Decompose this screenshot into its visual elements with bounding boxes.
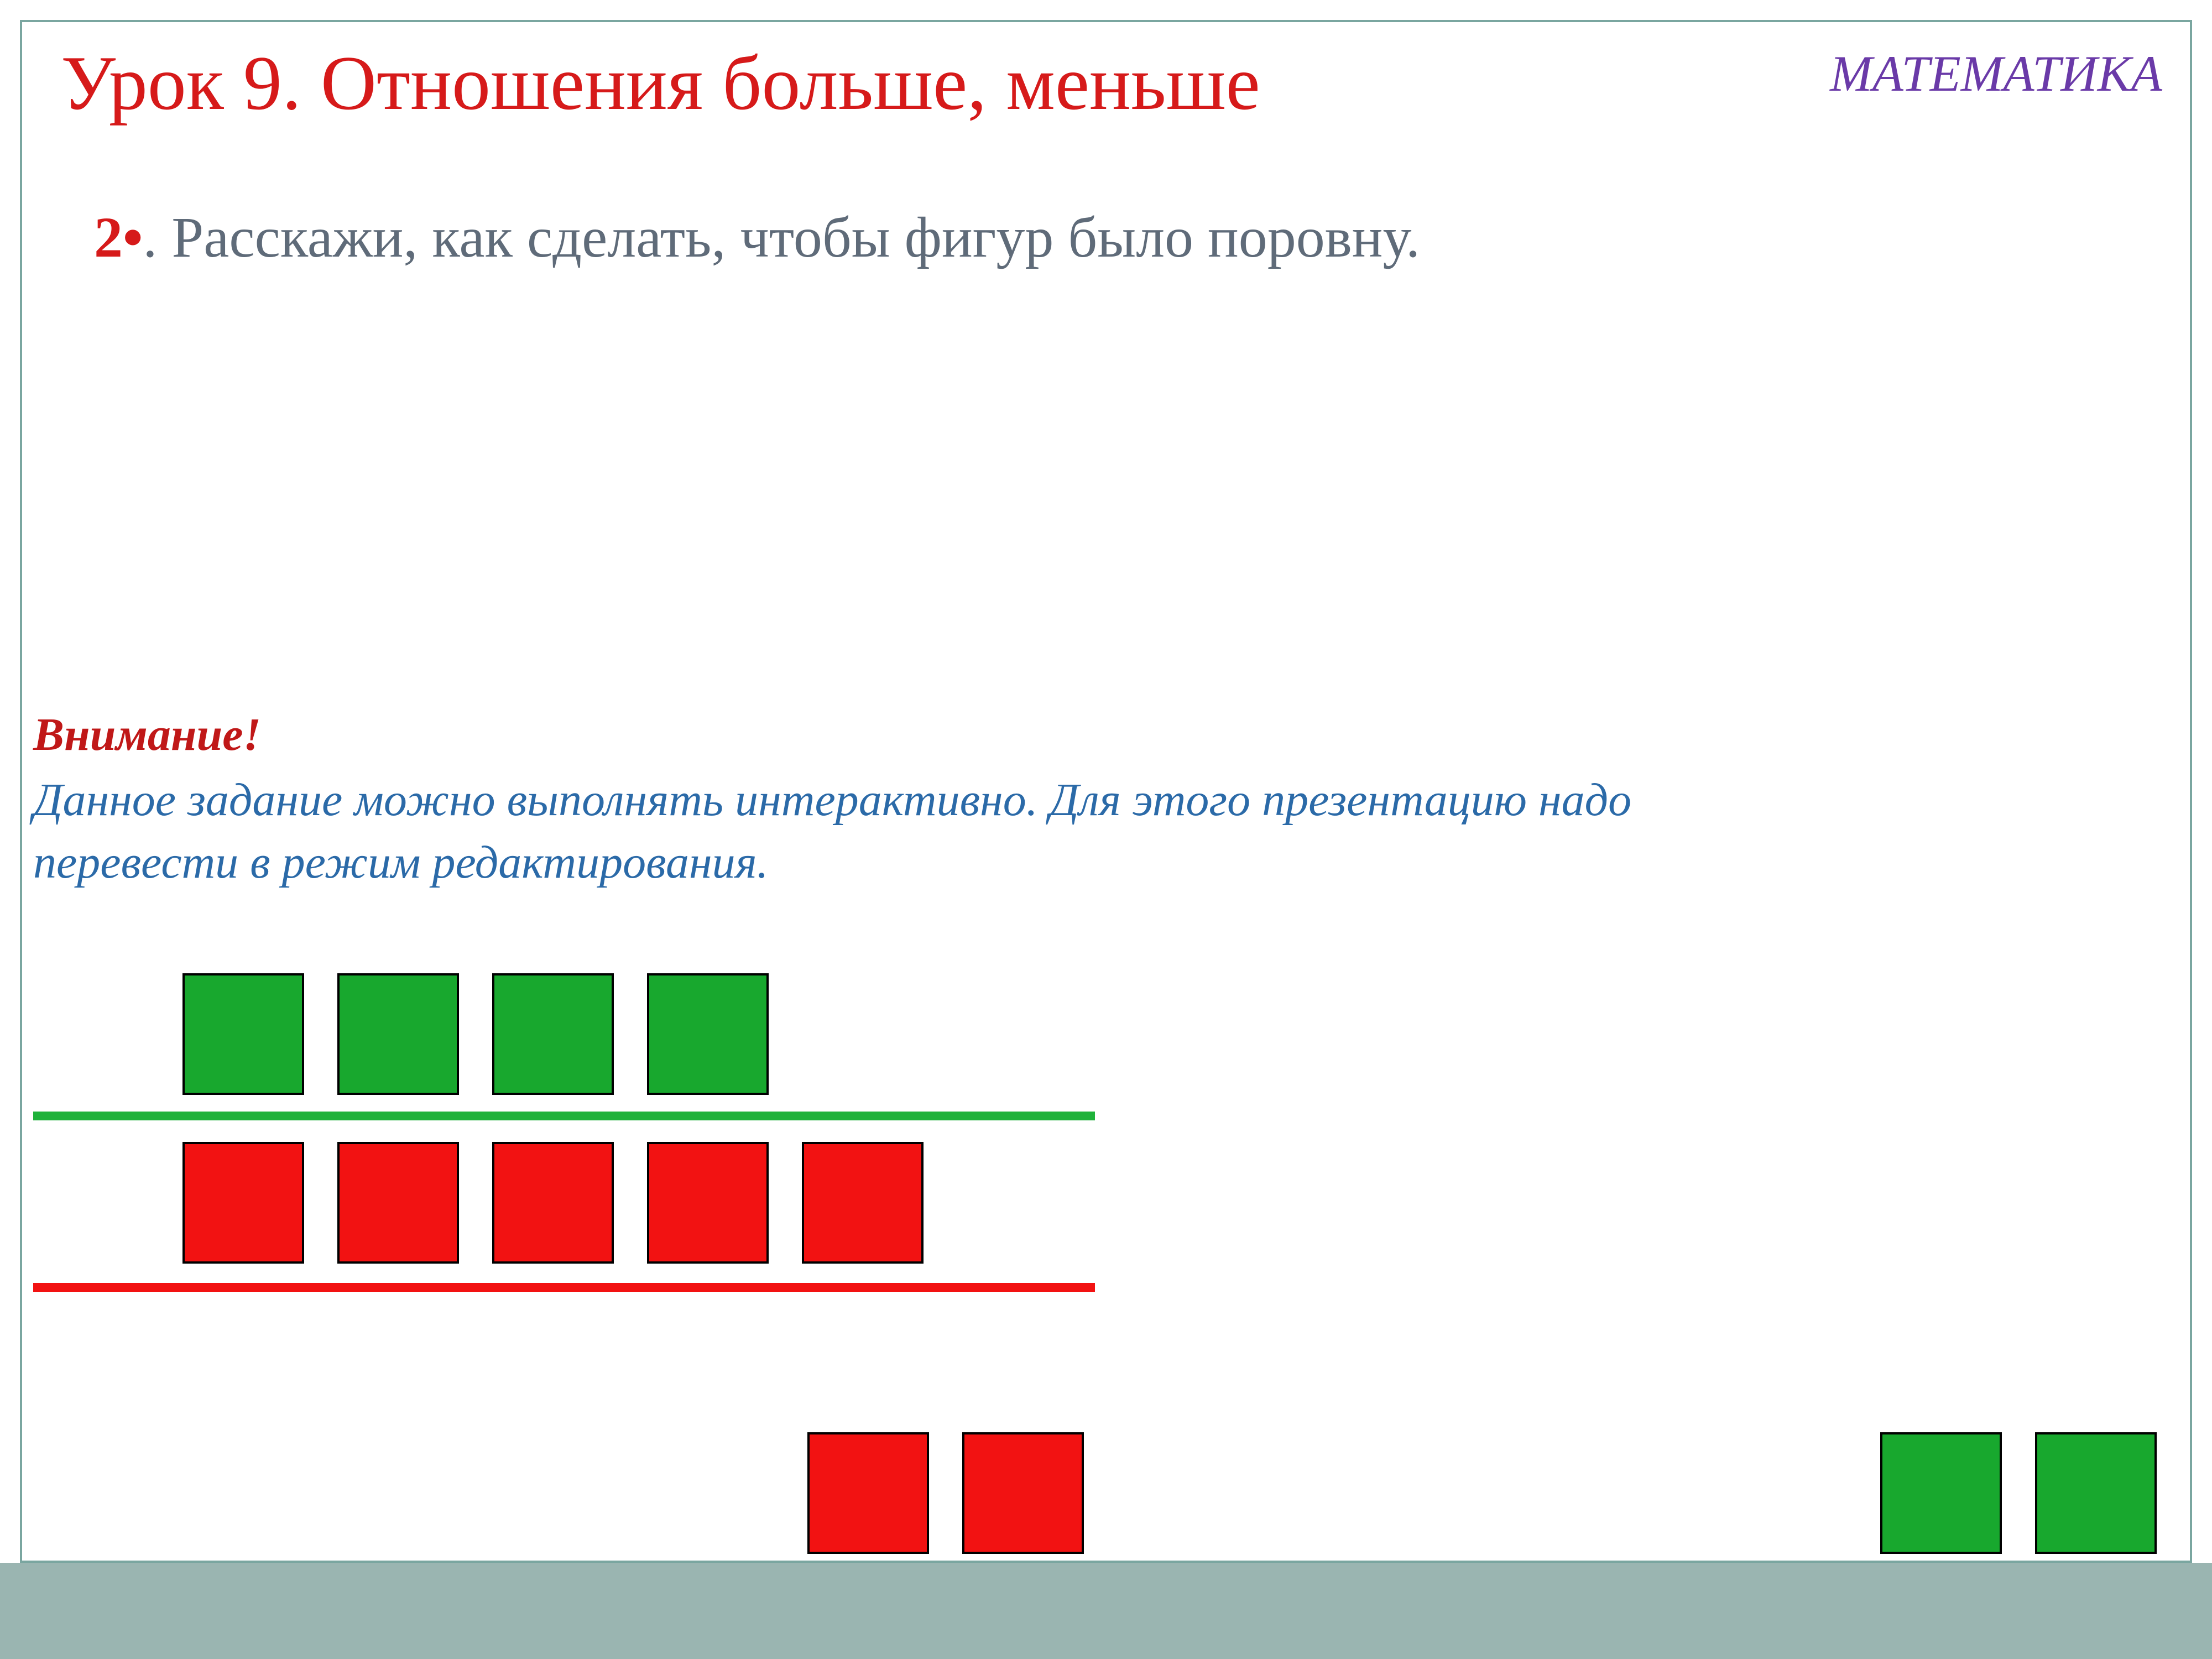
red-square-row2-4[interactable] xyxy=(802,1142,924,1264)
green-square-bottom-0[interactable] xyxy=(1880,1432,2002,1554)
task-text: . Расскажи, как сделать, чтобы фигур был… xyxy=(143,206,1420,269)
green-square-bottom-1[interactable] xyxy=(2035,1432,2157,1554)
green-square-row1-0[interactable] xyxy=(182,973,304,1095)
divider-line-1 xyxy=(33,1283,1095,1292)
task-line: 2•. Расскажи, как сделать, чтобы фигур б… xyxy=(94,205,1420,270)
subject-label: МАТЕМАТИКА xyxy=(1830,44,2162,103)
task-number: 2• xyxy=(94,206,143,269)
red-square-row2-3[interactable] xyxy=(647,1142,769,1264)
divider-line-0 xyxy=(33,1112,1095,1120)
green-square-row1-2[interactable] xyxy=(492,973,614,1095)
attention-body: Данное задание можно выполнять интеракти… xyxy=(33,769,1747,894)
red-square-row2-0[interactable] xyxy=(182,1142,304,1264)
red-square-bottom-0[interactable] xyxy=(807,1432,929,1554)
red-square-bottom-1[interactable] xyxy=(962,1432,1084,1554)
green-square-row1-3[interactable] xyxy=(647,973,769,1095)
red-square-row2-2[interactable] xyxy=(492,1142,614,1264)
bottom-bar xyxy=(0,1563,2212,1659)
lesson-title: Урок 9. Отношения больше, меньше xyxy=(61,39,1260,128)
attention-label: Внимание! xyxy=(33,708,261,761)
green-square-row1-1[interactable] xyxy=(337,973,459,1095)
red-square-row2-1[interactable] xyxy=(337,1142,459,1264)
